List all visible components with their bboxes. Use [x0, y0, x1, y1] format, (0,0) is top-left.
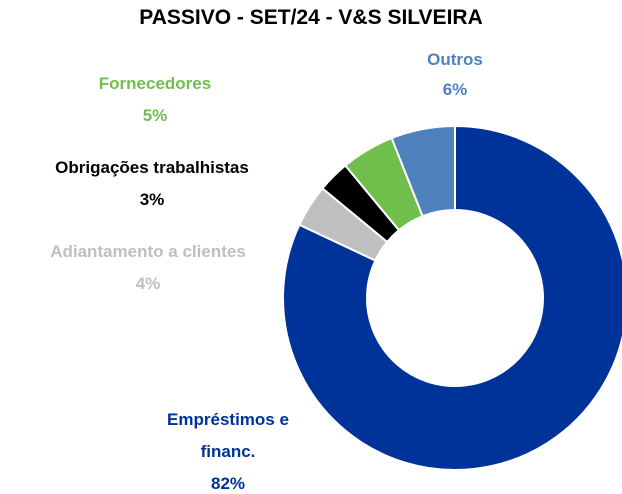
slice-value-label: 3% — [139, 190, 165, 209]
slice-label: Empréstimos e financ. — [167, 410, 289, 461]
slice-value-label: 82% — [210, 474, 246, 493]
slice-label: Fornecedores — [98, 74, 212, 93]
slice-label: Obrigações trabalhistas — [55, 158, 249, 177]
slice-label: Adiantamento a clientes — [50, 242, 246, 261]
slice-label: Outros — [427, 50, 483, 69]
slice-value-label: 4% — [135, 274, 161, 293]
donut-slice — [282, 124, 622, 471]
chart-title: PASSIVO - SET/24 - V&S SILVEIRA — [139, 6, 483, 29]
slice-value-label: 5% — [142, 106, 168, 125]
slice-value-label: 6% — [442, 80, 468, 99]
donut-slice — [390, 124, 456, 218]
